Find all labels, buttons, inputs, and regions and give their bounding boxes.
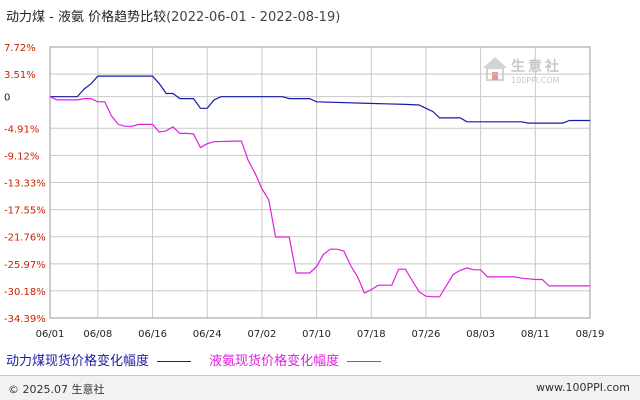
y-tick-label: -4.91% — [4, 124, 39, 135]
y-tick-label: 7.72% — [4, 43, 36, 54]
legend-label-ammonia: 液氨现货价格变化幅度 — [209, 354, 340, 369]
plot-frame — [49, 46, 591, 319]
x-tick-label: 08/11 — [521, 329, 550, 340]
legend-label-coal: 动力煤现货价格变化幅度 — [6, 354, 150, 369]
legend: 动力煤现货价格变化幅度 液氨现货价格变化幅度 — [6, 350, 395, 369]
y-tick-label: -21.76% — [4, 233, 46, 244]
x-tick-label: 06/01 — [36, 329, 65, 340]
y-tick-label: -9.12% — [4, 151, 39, 162]
y-tick-label: -17.55% — [4, 206, 46, 217]
chart-title-dates: (2022-06-01 - 2022-08-19) — [166, 10, 341, 25]
x-tick-label: 08/03 — [466, 329, 495, 340]
x-tick-label: 06/08 — [83, 329, 112, 340]
y-tick-label: -30.18% — [4, 287, 46, 298]
footer-site-link[interactable]: www.100PPI.com — [536, 381, 630, 394]
legend-swatch-coal — [157, 361, 192, 362]
series-line-ammonia — [49, 96, 590, 298]
footer-copyright: © 2025.07 生意社 — [8, 383, 105, 396]
legend-swatch-ammonia — [347, 361, 382, 362]
y-tick-label: -25.97% — [4, 260, 46, 271]
x-tick-label: 07/26 — [412, 329, 441, 340]
legend-item-coal: 动力煤现货价格变化幅度 — [6, 350, 192, 369]
chart-title-main: 动力煤 - 液氨 价格趋势比较 — [6, 10, 167, 25]
chart-title: 动力煤 - 液氨 价格趋势比较(2022-06-01 - 2022-08-19) — [6, 6, 340, 25]
x-tick-label: 07/10 — [302, 329, 331, 340]
x-tick-label: 06/16 — [138, 329, 167, 340]
y-tick-label: -34.39% — [4, 314, 46, 325]
chart-plot: 7.72% 3.51% 0 -4.91% -9.12% -13.33% -17.55% -21… — [4, 43, 605, 340]
x-tick-label: 08/19 — [576, 329, 605, 340]
series-line-coal — [50, 75, 590, 124]
legend-item-ammonia: 液氨现货价格变化幅度 — [209, 350, 382, 369]
footer: © 2025.07 生意社 www.100PPI.com — [0, 375, 640, 400]
x-tick-label: 07/18 — [357, 329, 386, 340]
y-tick-label: 0 — [4, 93, 10, 104]
x-tick-label: 06/24 — [193, 329, 222, 340]
y-tick-label: 3.51% — [4, 70, 36, 81]
x-tick-label: 07/02 — [247, 329, 276, 340]
y-tick-label: -13.33% — [4, 178, 46, 189]
